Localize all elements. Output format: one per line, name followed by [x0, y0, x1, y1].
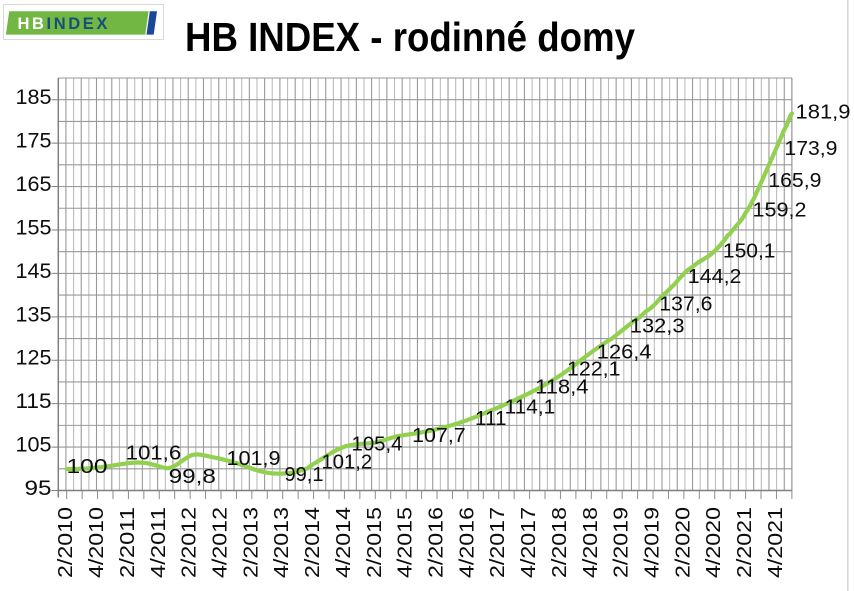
- svg-text:2/2013: 2/2013: [240, 507, 262, 578]
- svg-text:99,1: 99,1: [285, 464, 324, 486]
- svg-text:100: 100: [67, 456, 108, 478]
- svg-text:4/2020: 4/2020: [703, 507, 725, 578]
- svg-text:2/2010: 2/2010: [55, 507, 77, 578]
- svg-text:HBINDEX: HBINDEX: [18, 15, 110, 33]
- svg-text:101,2: 101,2: [322, 452, 373, 474]
- svg-text:4/2021: 4/2021: [765, 507, 787, 578]
- svg-text:101,6: 101,6: [126, 443, 182, 465]
- svg-text:2/2017: 2/2017: [487, 507, 509, 578]
- svg-text:4/2019: 4/2019: [642, 507, 664, 578]
- svg-text:2/2016: 2/2016: [426, 507, 448, 578]
- svg-text:4/2015: 4/2015: [395, 507, 417, 578]
- svg-text:4/2016: 4/2016: [456, 507, 478, 578]
- svg-text:2/2012: 2/2012: [179, 507, 201, 578]
- svg-text:159,2: 159,2: [753, 199, 807, 221]
- svg-text:185: 185: [16, 86, 52, 109]
- svg-text:2/2015: 2/2015: [364, 507, 386, 578]
- svg-text:2/2018: 2/2018: [549, 507, 571, 578]
- svg-text:122,1: 122,1: [567, 359, 621, 381]
- svg-text:111: 111: [475, 408, 507, 430]
- svg-text:118,4: 118,4: [535, 376, 588, 398]
- svg-text:99,8: 99,8: [169, 466, 216, 488]
- svg-text:175: 175: [16, 130, 52, 153]
- svg-text:114,1: 114,1: [505, 396, 556, 418]
- svg-text:4/2011: 4/2011: [148, 507, 170, 578]
- svg-text:107,7: 107,7: [412, 425, 466, 447]
- svg-text:132,3: 132,3: [630, 316, 685, 338]
- svg-text:HB INDEX - rodinné domy: HB INDEX - rodinné domy: [185, 14, 635, 60]
- svg-text:155: 155: [16, 217, 52, 240]
- svg-text:137,6: 137,6: [659, 294, 712, 316]
- svg-text:4/2014: 4/2014: [333, 507, 355, 578]
- svg-text:2/2014: 2/2014: [302, 507, 324, 578]
- svg-text:4/2013: 4/2013: [271, 507, 293, 578]
- svg-text:126,4: 126,4: [597, 342, 652, 364]
- svg-text:2/2021: 2/2021: [734, 507, 756, 578]
- svg-text:145: 145: [16, 260, 52, 283]
- svg-text:150,1: 150,1: [723, 241, 776, 263]
- svg-text:4/2012: 4/2012: [210, 507, 232, 578]
- svg-text:135: 135: [16, 303, 52, 326]
- svg-text:144,2: 144,2: [688, 266, 742, 288]
- svg-text:2/2011: 2/2011: [117, 507, 139, 578]
- svg-text:4/2017: 4/2017: [518, 507, 540, 578]
- svg-text:165: 165: [16, 173, 52, 196]
- svg-text:181,9: 181,9: [796, 102, 851, 124]
- svg-text:105,4: 105,4: [352, 434, 403, 456]
- svg-text:2/2019: 2/2019: [611, 507, 633, 578]
- svg-text:4/2018: 4/2018: [580, 507, 602, 578]
- svg-text:165,9: 165,9: [768, 170, 821, 192]
- svg-text:4/2010: 4/2010: [86, 507, 108, 578]
- svg-text:105: 105: [16, 434, 52, 457]
- svg-text:115: 115: [16, 390, 52, 413]
- svg-text:2/2020: 2/2020: [672, 507, 694, 578]
- svg-text:101,9: 101,9: [227, 448, 281, 470]
- svg-text:125: 125: [16, 347, 52, 370]
- svg-text:173,9: 173,9: [784, 138, 837, 160]
- svg-text:95: 95: [25, 477, 52, 500]
